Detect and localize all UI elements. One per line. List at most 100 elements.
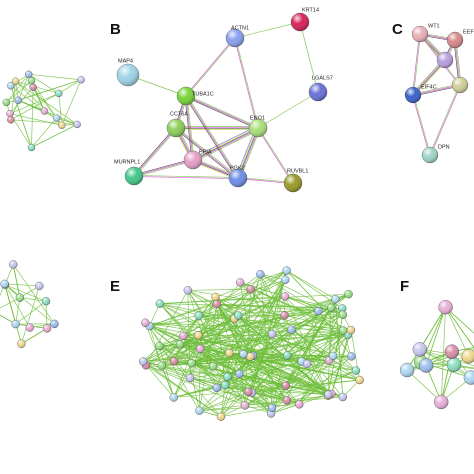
node-shine bbox=[183, 286, 192, 295]
edge bbox=[332, 330, 344, 357]
node-shine bbox=[187, 359, 196, 368]
edge bbox=[284, 296, 357, 371]
edge bbox=[45, 301, 48, 329]
edge bbox=[215, 296, 329, 395]
edge bbox=[239, 282, 330, 361]
node-label: ACTN1 bbox=[231, 25, 249, 31]
node-shine bbox=[11, 320, 20, 329]
node-shine bbox=[7, 116, 15, 124]
edge bbox=[159, 303, 343, 398]
node-shine bbox=[338, 310, 347, 319]
node-label: PGK2 bbox=[230, 165, 245, 171]
edge bbox=[220, 407, 273, 417]
node-shine bbox=[139, 357, 148, 366]
edge bbox=[185, 95, 239, 179]
edge bbox=[133, 159, 194, 177]
edge bbox=[430, 85, 461, 156]
node-shine bbox=[284, 174, 302, 192]
node-shine bbox=[155, 299, 164, 308]
node-shine bbox=[329, 351, 338, 360]
node-shine bbox=[14, 96, 22, 104]
node-shine bbox=[412, 26, 428, 42]
edge bbox=[159, 345, 249, 393]
node-shine bbox=[58, 121, 66, 129]
edge bbox=[250, 356, 332, 395]
edge bbox=[331, 329, 352, 395]
edge bbox=[18, 99, 45, 112]
node-label: MURNPL1 bbox=[114, 159, 140, 165]
node-shine bbox=[303, 359, 312, 368]
node-shine bbox=[240, 401, 249, 410]
node-shine bbox=[422, 147, 438, 163]
edge bbox=[149, 325, 200, 411]
node-label: WT1 bbox=[428, 23, 440, 29]
edge bbox=[175, 128, 238, 180]
edge bbox=[191, 293, 349, 364]
node-shine bbox=[447, 32, 463, 48]
edge bbox=[299, 21, 319, 93]
edge bbox=[229, 279, 286, 354]
edge bbox=[244, 355, 334, 406]
node-shine bbox=[155, 342, 164, 351]
edge bbox=[284, 296, 319, 312]
edge bbox=[4, 283, 55, 325]
node-shine bbox=[73, 120, 81, 128]
node-shine bbox=[282, 396, 291, 405]
edge bbox=[142, 361, 222, 417]
node-shine bbox=[314, 307, 323, 316]
edge bbox=[235, 127, 257, 178]
edge bbox=[18, 79, 82, 101]
edge bbox=[198, 315, 349, 336]
edge bbox=[161, 365, 175, 398]
edge bbox=[6, 74, 30, 103]
panel-label: B bbox=[110, 21, 121, 38]
edge bbox=[28, 74, 60, 94]
node-shine bbox=[229, 169, 247, 187]
edge bbox=[287, 355, 357, 371]
edge bbox=[145, 365, 246, 406]
edge bbox=[215, 296, 226, 386]
edge bbox=[285, 360, 330, 386]
node-shine bbox=[339, 326, 348, 335]
edge bbox=[243, 279, 286, 355]
edge bbox=[4, 283, 40, 287]
node-shine bbox=[438, 300, 453, 315]
node-shine bbox=[400, 363, 415, 378]
node-shine bbox=[452, 77, 468, 93]
node-shine bbox=[355, 375, 364, 384]
node-shine bbox=[267, 403, 276, 412]
node-shine bbox=[419, 358, 434, 373]
edge bbox=[185, 37, 235, 96]
edge bbox=[412, 33, 420, 95]
edge bbox=[243, 329, 352, 355]
node-shine bbox=[7, 82, 15, 90]
node-shine bbox=[244, 387, 253, 396]
edge bbox=[173, 363, 192, 398]
edge bbox=[248, 279, 286, 392]
edge bbox=[145, 322, 288, 401]
edge bbox=[189, 377, 273, 409]
node-shine bbox=[256, 270, 265, 279]
node-shine bbox=[226, 29, 244, 47]
edge bbox=[10, 93, 59, 121]
node-shine bbox=[281, 275, 290, 284]
edge bbox=[285, 329, 352, 386]
node-shine bbox=[179, 331, 188, 340]
node-label: LGALS7 bbox=[312, 75, 333, 81]
node-shine bbox=[50, 319, 59, 328]
node-shine bbox=[9, 260, 18, 269]
node-shine bbox=[77, 76, 85, 84]
edge bbox=[10, 85, 32, 148]
edge bbox=[189, 377, 226, 386]
edge bbox=[173, 296, 286, 362]
edge bbox=[251, 308, 343, 393]
node-label: EEF bbox=[463, 29, 474, 35]
node-shine bbox=[434, 394, 449, 409]
node-shine bbox=[405, 87, 421, 103]
node-shine bbox=[0, 279, 9, 288]
node-shine bbox=[29, 83, 37, 91]
edge bbox=[229, 352, 288, 401]
node-label: RUVBL1 bbox=[287, 168, 308, 174]
edge bbox=[234, 38, 258, 129]
